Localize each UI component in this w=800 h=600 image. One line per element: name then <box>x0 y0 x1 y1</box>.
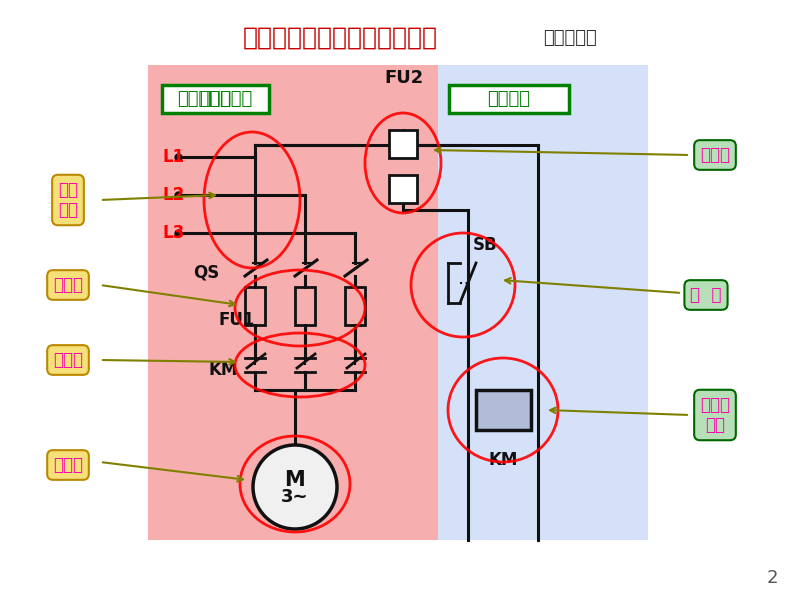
Text: 主触头: 主触头 <box>53 351 83 369</box>
Text: SB: SB <box>473 236 498 254</box>
Text: FU2: FU2 <box>384 69 424 87</box>
Text: L2: L2 <box>163 186 186 204</box>
Text: QS: QS <box>193 263 219 281</box>
Text: 主电路: 主电路 <box>199 90 231 108</box>
Text: （原理图）: （原理图） <box>543 29 597 47</box>
Text: L3: L3 <box>163 224 186 242</box>
Text: KM: KM <box>488 451 518 469</box>
Bar <box>438 65 648 540</box>
Bar <box>476 390 531 430</box>
Text: 2: 2 <box>766 569 778 587</box>
Bar <box>245 287 265 325</box>
Text: 熔断器: 熔断器 <box>53 276 83 294</box>
Bar <box>295 287 315 325</box>
Text: 3~: 3~ <box>282 488 309 506</box>
Bar <box>389 130 417 158</box>
Text: 电动机: 电动机 <box>53 456 83 474</box>
Text: FU1: FU1 <box>218 311 254 329</box>
Text: 熔断器: 熔断器 <box>700 146 730 164</box>
Bar <box>389 175 417 203</box>
Text: 三相异步电动机点动控制线路: 三相异步电动机点动控制线路 <box>242 26 438 50</box>
Bar <box>345 287 365 325</box>
Bar <box>148 65 438 540</box>
Text: 动机路电主电路: 动机路电主电路 <box>178 90 253 108</box>
FancyBboxPatch shape <box>162 85 269 113</box>
Text: 控制电路: 控制电路 <box>487 90 530 108</box>
Text: 空气
开关: 空气 开关 <box>58 181 78 220</box>
Text: 按  钮: 按 钮 <box>690 286 722 304</box>
FancyBboxPatch shape <box>449 85 569 113</box>
Text: 接触器
线圈: 接触器 线圈 <box>700 395 730 434</box>
Circle shape <box>253 445 337 529</box>
Text: M: M <box>285 470 306 490</box>
Text: KM: KM <box>208 361 238 379</box>
Text: L1: L1 <box>163 148 185 166</box>
